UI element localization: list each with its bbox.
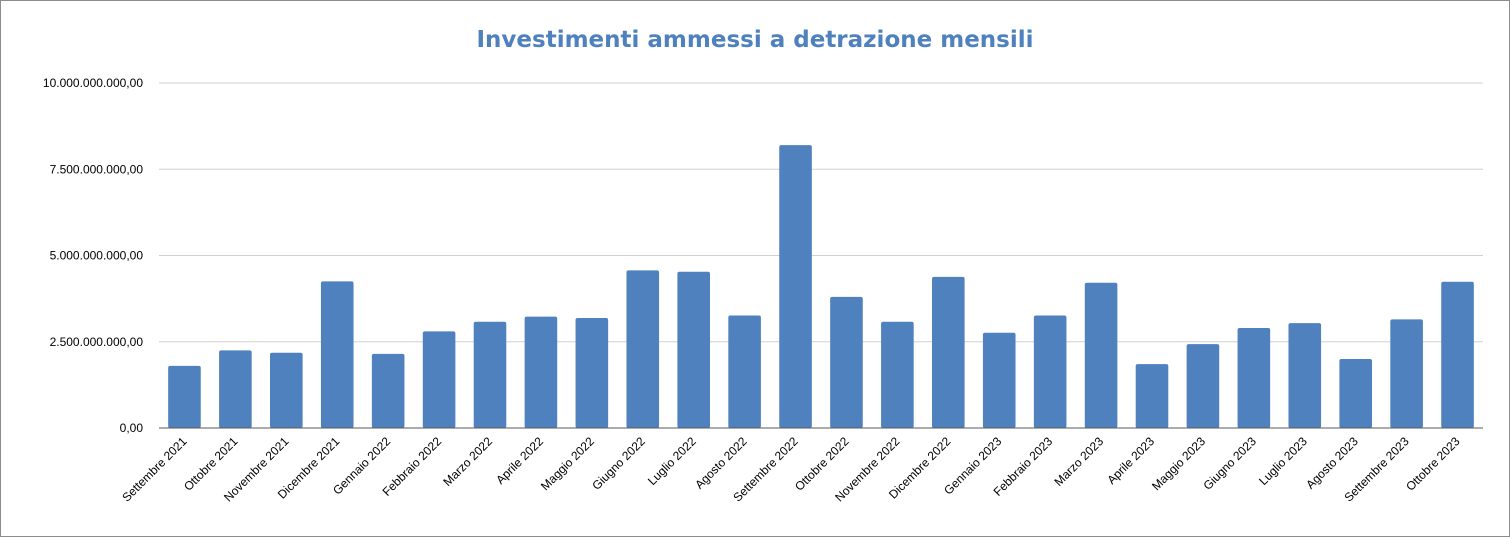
bar [1033,315,1067,428]
x-tick-label: Ottobre 2023 [1403,434,1463,494]
bar [982,332,1016,428]
x-tick-label: Marzo 2023 [1051,434,1106,489]
y-tick-label: 2.500.000.000,00 [50,335,144,349]
x-tick-label: Maggio 2022 [538,434,597,493]
bar [524,316,558,428]
grid-lines [159,82,1483,343]
x-tick-label: Maggio 2023 [1149,434,1208,493]
bar [881,321,914,428]
y-tick-label: 10.000.000.000,00 [43,76,143,90]
bar [1390,319,1423,428]
bar [677,271,710,428]
x-tick-label: Giugno 2023 [1200,434,1259,493]
x-tick-label: Settembre 2021 [119,434,190,505]
bars [168,145,1474,428]
bar [1339,359,1372,428]
bar [1237,327,1271,428]
tick-labels: 0,00 2.500.000.000,00 5.000.000.000,00 7.50… [43,76,1463,505]
x-tick-label: Luglio 2023 [1256,434,1310,488]
bar [168,365,201,428]
bar [270,352,303,428]
bar [626,270,660,428]
bar [575,317,609,428]
bar [1288,323,1322,428]
chart-title: Investimenti ammessi a detrazione mensil… [476,27,1034,53]
x-tick-label: Aprile 2023 [1104,434,1157,487]
bar [473,321,507,428]
bar [1084,282,1118,428]
bar [728,315,761,428]
bar [371,353,405,428]
bar [219,350,252,428]
bar [1441,281,1474,428]
x-tick-label: Giugno 2022 [589,434,648,493]
bar [779,145,812,428]
y-tick-label: 7.500.000.000,00 [50,162,144,176]
bar [422,331,456,428]
bar [320,281,354,428]
x-tick-label: Marzo 2022 [440,434,495,489]
x-tick-label: Aprile 2022 [493,434,546,487]
y-tick-label: 0,00 [120,421,144,435]
y-tick-label: 5.000.000.000,00 [50,249,144,263]
bar [932,276,965,428]
bar [1135,364,1169,428]
x-tick-label: Luglio 2022 [645,434,699,488]
bar [830,296,863,428]
bar [1186,344,1220,428]
